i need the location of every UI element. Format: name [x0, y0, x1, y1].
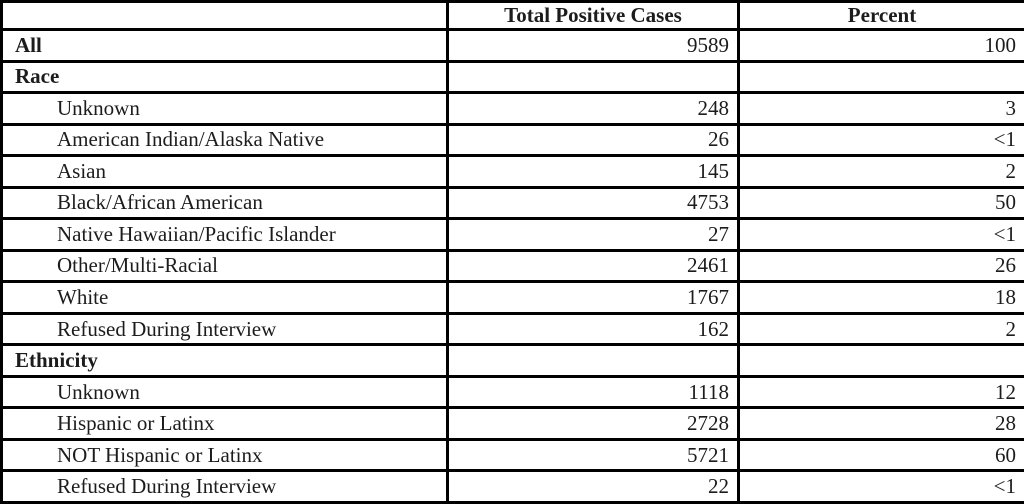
total-positive-cases-cell: 1767 [446, 280, 740, 315]
total-positive-cases-cell: 4753 [446, 185, 740, 221]
total-positive-cases-cell: 5721 [446, 437, 740, 473]
row-label-cell: Refused During Interview [0, 469, 449, 504]
percent-cell: 28 [737, 406, 1024, 441]
table-row: NOT Hispanic or Latinx 5721 60 [0, 437, 1024, 473]
percent-cell [737, 59, 1024, 95]
table-row: Unknown 248 3 [0, 91, 1024, 126]
total-positive-cases-cell: 162 [446, 311, 740, 347]
percent-cell: <1 [737, 217, 1024, 252]
section-row: Race [0, 59, 1024, 95]
percent-cell: 2 [737, 311, 1024, 347]
section-row: Ethnicity [0, 343, 1024, 378]
percent-cell: 50 [737, 185, 1024, 221]
row-label-cell: Native Hawaiian/Pacific Islander [0, 217, 449, 252]
total-positive-cases-cell: 248 [446, 91, 740, 126]
total-positive-cases-cell: 2728 [446, 406, 740, 441]
total-positive-cases-cell: 145 [446, 154, 740, 189]
table-row: Black/African American 4753 50 [0, 185, 1024, 221]
percent-cell: 18 [737, 280, 1024, 315]
percent-cell: 12 [737, 374, 1024, 410]
percent-cell: 60 [737, 437, 1024, 473]
row-label-cell: Unknown [0, 91, 449, 126]
row-label-cell: All [0, 28, 449, 63]
total-positive-cases-cell: 22 [446, 469, 740, 504]
row-label-cell: Ethnicity [0, 343, 449, 378]
row-label-cell: Other/Multi-Racial [0, 248, 449, 284]
table-row: Hispanic or Latinx 2728 28 [0, 406, 1024, 441]
percent-cell [737, 343, 1024, 378]
percent-cell: 100 [737, 28, 1024, 63]
row-label-column-header [0, 0, 449, 31]
row-label-cell: Hispanic or Latinx [0, 406, 449, 441]
total-positive-cases-cell: 1118 [446, 374, 740, 410]
table-body: All 9589 100 Race Unknown 248 3 American Indian… [0, 28, 1024, 504]
table-row: Refused During Interview 162 2 [0, 311, 1024, 347]
total-positive-cases-column-header: Total Positive Cases [446, 0, 740, 31]
table-row: Asian 145 2 [0, 154, 1024, 189]
row-label-cell: White [0, 280, 449, 315]
table-row: American Indian/Alaska Native 26 <1 [0, 122, 1024, 158]
header-row: Total Positive Cases Percent [0, 0, 1024, 31]
percent-cell: 2 [737, 154, 1024, 189]
total-positive-cases-cell: 2461 [446, 248, 740, 284]
table-row: Unknown 1118 12 [0, 374, 1024, 410]
table-row: Other/Multi-Racial 2461 26 [0, 248, 1024, 284]
row-label-cell: Race [0, 59, 449, 95]
percent-cell: 26 [737, 248, 1024, 284]
percent-cell: 3 [737, 91, 1024, 126]
percent-cell: <1 [737, 469, 1024, 504]
section-row: All 9589 100 [0, 28, 1024, 63]
total-positive-cases-cell [446, 343, 740, 378]
table-row: Native Hawaiian/Pacific Islander 27 <1 [0, 217, 1024, 252]
total-positive-cases-cell: 27 [446, 217, 740, 252]
percent-cell: <1 [737, 122, 1024, 158]
row-label-cell: Refused During Interview [0, 311, 449, 347]
table-row: White 1767 18 [0, 280, 1024, 315]
percent-column-header: Percent [737, 0, 1024, 31]
row-label-cell: Asian [0, 154, 449, 189]
row-label-cell: American Indian/Alaska Native [0, 122, 449, 158]
table-row: Refused During Interview 22 <1 [0, 469, 1024, 504]
total-positive-cases-cell [446, 59, 740, 95]
row-label-cell: Unknown [0, 374, 449, 410]
row-label-cell: Black/African American [0, 185, 449, 221]
total-positive-cases-cell: 26 [446, 122, 740, 158]
total-positive-cases-cell: 9589 [446, 28, 740, 63]
row-label-cell: NOT Hispanic or Latinx [0, 437, 449, 473]
